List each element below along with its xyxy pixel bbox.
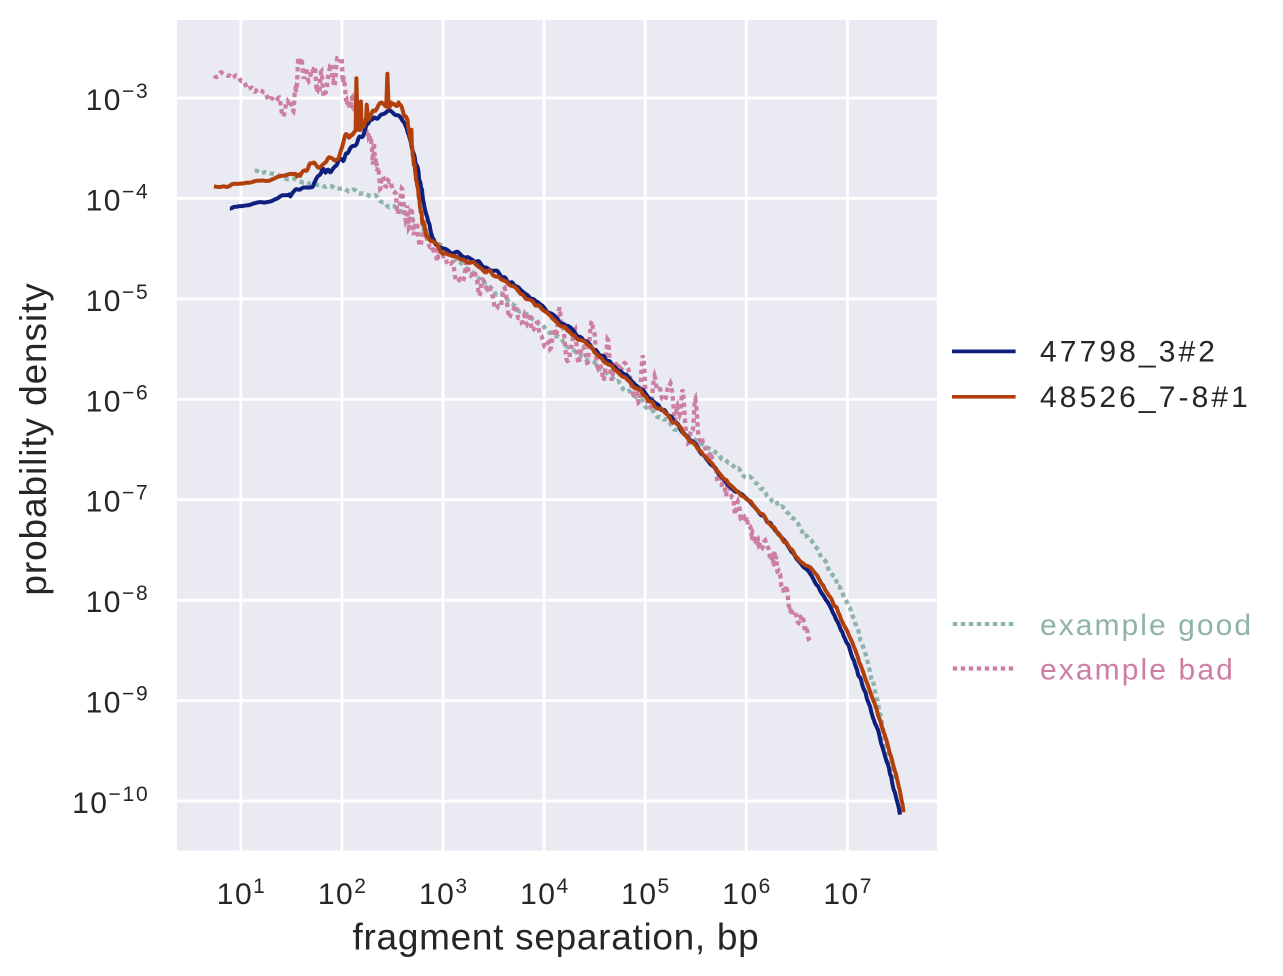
svg-text:10−9: 10−9 (86, 683, 150, 720)
svg-text:48526_7-8#1: 48526_7-8#1 (1040, 381, 1251, 414)
svg-text:47798_3#2: 47798_3#2 (1040, 336, 1218, 369)
svg-text:example bad: example bad (1040, 653, 1235, 686)
svg-text:probability density: probability density (13, 282, 54, 595)
svg-text:10−4: 10−4 (86, 180, 150, 217)
svg-text:102: 102 (318, 875, 366, 911)
svg-text:example good: example good (1040, 609, 1253, 642)
svg-text:10−8: 10−8 (86, 582, 150, 619)
svg-text:fragment separation, bp: fragment separation, bp (353, 917, 760, 958)
